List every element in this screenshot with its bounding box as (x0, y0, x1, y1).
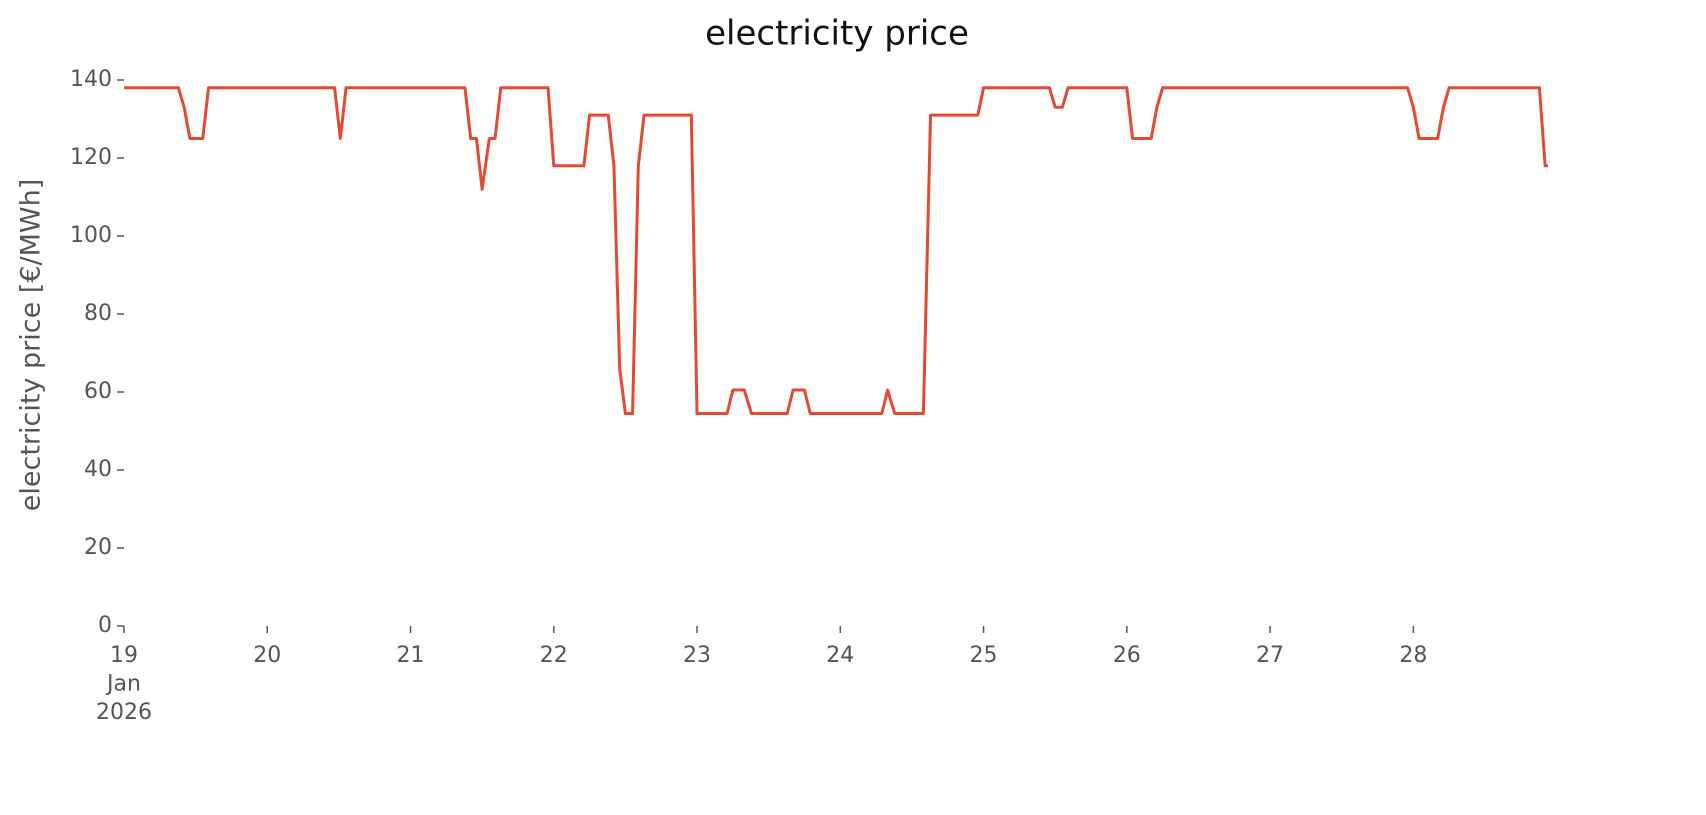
chart-title: electricity price (705, 14, 969, 54)
x-tick-label: 20 (253, 643, 281, 668)
x-tick-label: 19 Jan 2026 (96, 643, 152, 725)
y-tick-label: 80 (84, 301, 112, 326)
price-line (124, 86, 1548, 415)
y-tick-label: 100 (70, 223, 112, 248)
x-tick-label: 24 (826, 643, 854, 668)
y-axis-label: electricity price [€/MWh] (16, 179, 47, 511)
x-tick-label: 27 (1256, 643, 1284, 668)
x-tick-label: 23 (683, 643, 711, 668)
y-tick-label: 120 (70, 145, 112, 170)
y-tick-label: 140 (70, 67, 112, 92)
x-tick-label: 28 (1399, 643, 1427, 668)
x-tick-label: 26 (1113, 643, 1141, 668)
y-tick-label: 40 (84, 457, 112, 482)
y-tick-label: 0 (98, 613, 112, 638)
y-tick-label: 20 (84, 535, 112, 560)
y-tick-label: 60 (84, 379, 112, 404)
x-tick-label: 22 (540, 643, 568, 668)
x-tick-label: 21 (397, 643, 425, 668)
x-tick-label: 25 (970, 643, 998, 668)
